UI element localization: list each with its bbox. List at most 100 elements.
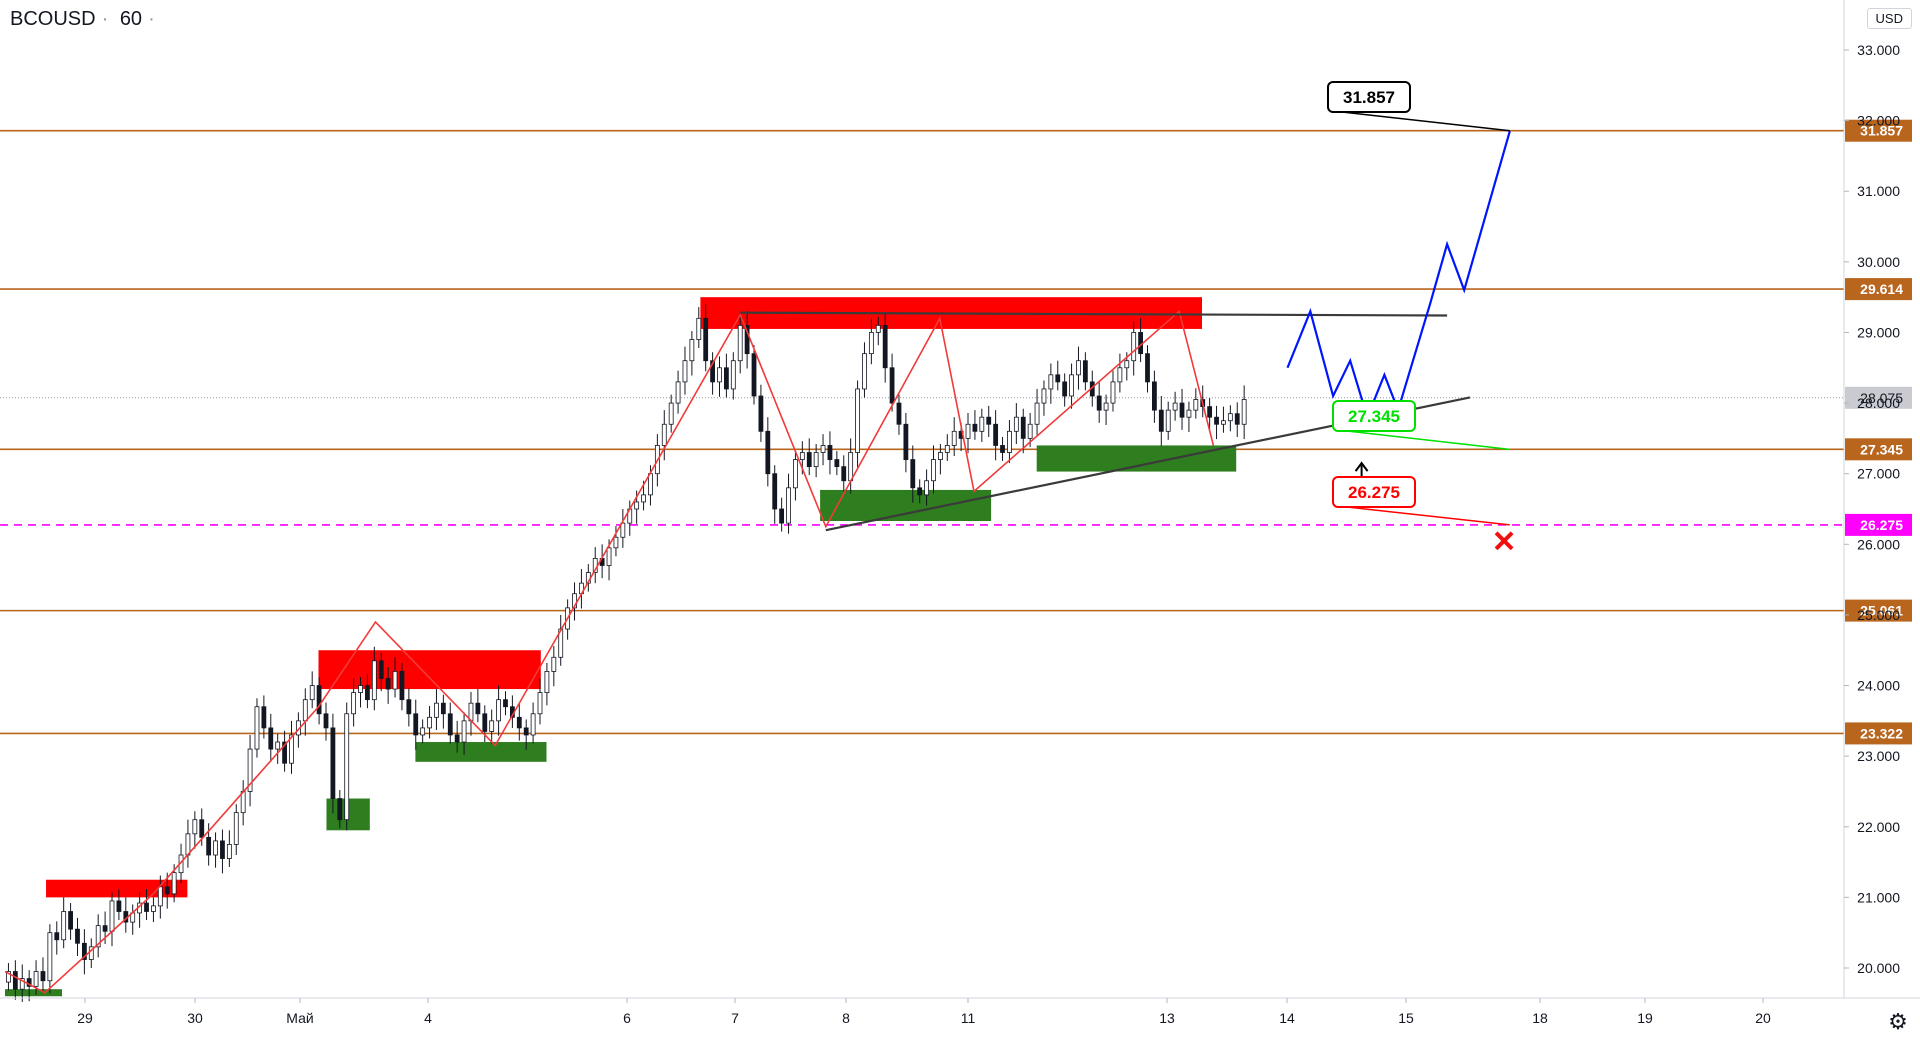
level-badge — [1845, 722, 1912, 745]
candle-body — [972, 423, 978, 432]
candle-body — [855, 388, 860, 453]
candle-body — [620, 522, 626, 538]
candle-body — [710, 360, 715, 383]
candle-body — [475, 702, 481, 715]
candle-body — [551, 656, 557, 672]
candle-body — [1055, 374, 1061, 383]
x-stroke — [1494, 531, 1514, 551]
level-badge-label: 29.614 — [1860, 281, 1903, 297]
candle-body — [675, 381, 681, 404]
candle-body — [544, 671, 550, 694]
candle-body — [427, 716, 432, 729]
target-callout-pointer — [1341, 111, 1510, 132]
support-zone — [415, 742, 547, 762]
resistance-zone — [318, 650, 541, 690]
x-tick-label: 30 — [187, 1010, 203, 1026]
candle-body — [344, 713, 350, 821]
candle-body — [378, 660, 384, 679]
candle-body — [12, 971, 18, 990]
support-callout-text: 27.345 — [1348, 407, 1400, 426]
candle-body — [744, 324, 750, 355]
candle-body — [365, 685, 370, 701]
candle-body — [220, 840, 225, 859]
candle-body — [820, 445, 826, 453]
x-tick-label: 18 — [1532, 1010, 1548, 1026]
projected-path-line — [1286, 130, 1511, 421]
candle-body — [171, 872, 177, 895]
candle-body — [496, 699, 501, 722]
level-badge — [1845, 438, 1912, 461]
candle-body — [40, 971, 46, 982]
y-tick-label: 26.000 — [1857, 536, 1900, 552]
y-tick-label: 20.000 — [1857, 960, 1900, 976]
candle-body — [192, 819, 198, 835]
candle-body — [316, 685, 322, 715]
stop-callout-text: 26.275 — [1348, 483, 1400, 502]
y-tick-label: 27.000 — [1857, 466, 1900, 482]
candle-body — [1186, 409, 1192, 418]
level-badge — [1845, 119, 1912, 142]
arrow-head — [1354, 461, 1369, 472]
candle-body — [1034, 402, 1040, 425]
support-callout-box — [1332, 400, 1416, 432]
x-tick-label: Май — [286, 1010, 313, 1026]
candle-body — [75, 928, 80, 944]
stop-callout-pointer — [1346, 506, 1510, 526]
level-badge — [1845, 513, 1912, 536]
candle-body — [447, 713, 453, 736]
candle-body — [848, 452, 854, 482]
candle-body — [1117, 367, 1123, 383]
candle-body — [979, 416, 985, 432]
candle-body — [661, 423, 667, 446]
symbol-header[interactable]: BCOUSD · 60 · — [10, 8, 161, 31]
candle-body — [641, 494, 646, 503]
level-badge-label: 25.061 — [1860, 603, 1903, 619]
support-zone — [5, 989, 62, 997]
y-tick-label: 28.000 — [1857, 395, 1900, 411]
candle-body — [482, 713, 488, 732]
candle-body — [682, 360, 688, 383]
x-tick-label: 20 — [1755, 1010, 1771, 1026]
candle-body — [6, 971, 11, 983]
candle-body — [385, 678, 391, 690]
candle-body — [330, 727, 336, 799]
candle-body — [289, 734, 294, 764]
symbol-name: BCOUSD — [10, 8, 96, 30]
level-badge-label: 23.322 — [1860, 725, 1903, 741]
candle-body — [144, 902, 149, 912]
x-tick-label: 29 — [77, 1010, 93, 1026]
candle-body — [461, 720, 467, 743]
candle-body — [164, 886, 170, 895]
candle-body — [779, 508, 785, 524]
interval-label: 60 — [119, 8, 143, 30]
currency-badge[interactable]: USD — [1866, 8, 1912, 29]
y-tick-label: 25.000 — [1857, 607, 1900, 623]
stop-callout-box — [1332, 476, 1416, 508]
x-tick-label: 13 — [1159, 1010, 1175, 1026]
candle-body — [1000, 445, 1005, 453]
candle-body — [268, 727, 274, 750]
candle-body — [102, 925, 108, 932]
candle-body — [33, 971, 39, 987]
candle-body — [806, 452, 812, 468]
target-callout-text: 31.857 — [1343, 88, 1395, 107]
candle-body — [951, 430, 957, 446]
x-tick-label: 8 — [842, 1010, 850, 1026]
candle-body — [1041, 388, 1047, 404]
candle-body — [226, 844, 232, 859]
candle-body — [254, 706, 260, 750]
candle-body — [689, 339, 695, 362]
support-callout-pointer — [1346, 430, 1510, 451]
candle-body — [813, 452, 819, 468]
candle-body — [68, 911, 73, 930]
candle-body — [924, 480, 929, 496]
gear-icon[interactable]: ⚙ — [1888, 1009, 1908, 1034]
candle-body — [19, 978, 25, 990]
candle-body — [1082, 360, 1088, 383]
candle-body — [1207, 406, 1213, 418]
candle-body — [1076, 360, 1081, 376]
candle-body — [95, 925, 101, 948]
candle-body — [302, 699, 308, 722]
